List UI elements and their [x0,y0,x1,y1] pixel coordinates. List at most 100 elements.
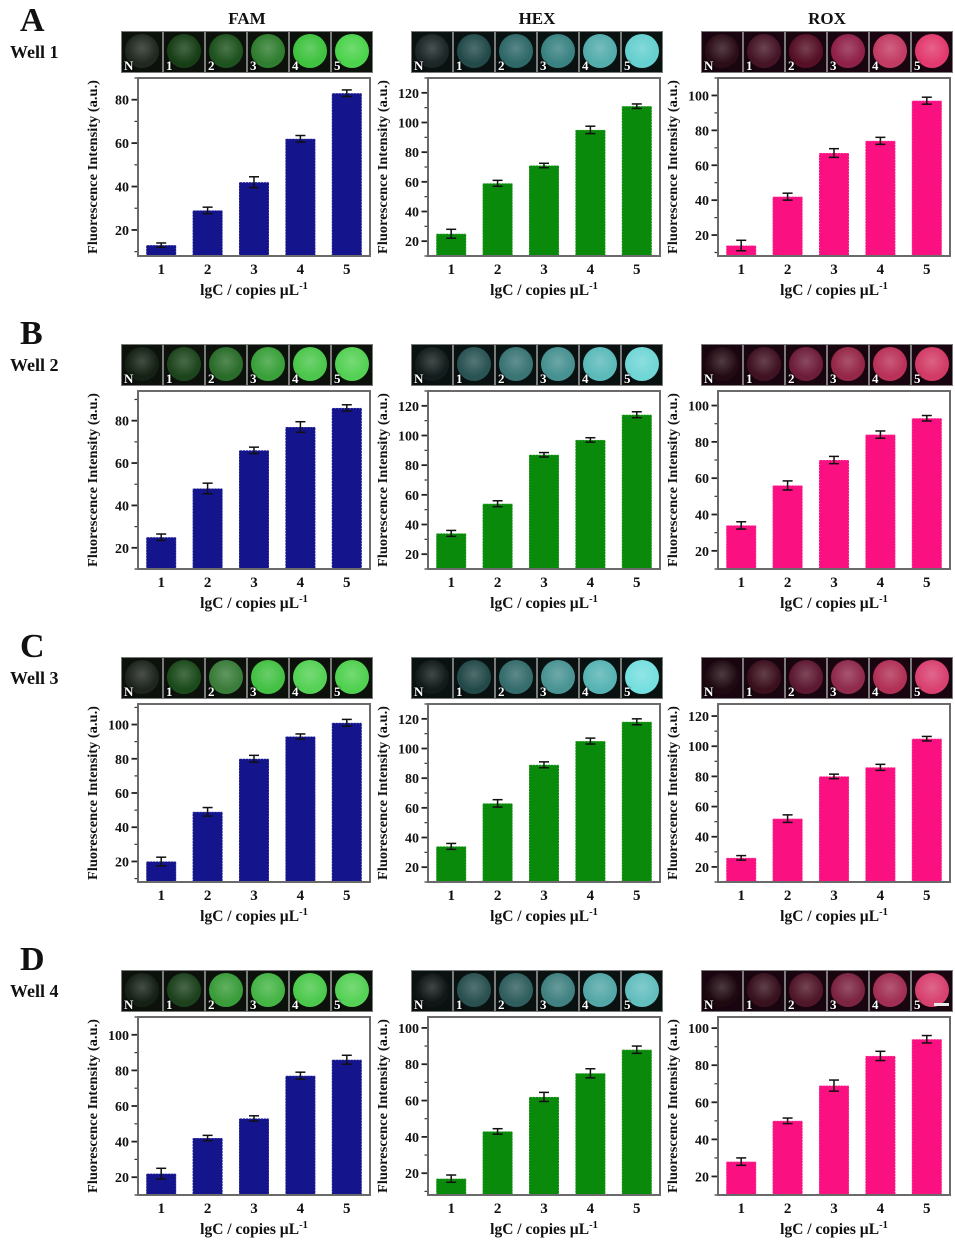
well-circle-image [167,34,201,68]
well-label: 4 [292,997,299,1012]
x-tick-label: 4 [587,262,595,278]
column-header [86,321,376,345]
well-circle-image [125,34,159,68]
y-tick-label: 80 [115,1064,129,1079]
well-label: 5 [334,371,341,386]
x-tick-label: 3 [830,575,838,591]
chart-area: Fluorescence Intensity (a.u.) 20 40 60 80 100… [665,387,955,620]
error-bar [782,814,793,824]
y-tick-label: 80 [405,1058,419,1073]
well-circle-image [251,973,285,1007]
panel-letter: B [20,315,43,352]
plot-frame [717,390,951,570]
y-axis-title: Fluorescence Intensity (a.u.) [86,706,100,880]
x-tick-label: 5 [343,262,351,278]
bar-4 [864,1055,896,1196]
panel-gutter: C Well 3 [6,630,86,933]
well-circle-image [499,973,533,1007]
well-label: 3 [830,371,837,386]
well-label: 3 [830,684,837,699]
chart-area: Fluorescence Intensity (a.u.) 20 40 60 80 1 2 3… [85,387,376,620]
well-tile: 3 [828,658,868,698]
well-label: N [414,997,424,1012]
well-circle-image [541,660,575,694]
well-label: N [124,371,134,386]
well-label: 3 [250,997,257,1012]
column-header: HEX [376,8,666,32]
well-label: 3 [830,997,837,1012]
error-bar [736,1157,747,1167]
well-tile: 2 [496,971,536,1011]
well-circle-image [583,973,617,1007]
bar-3 [238,449,270,570]
error-bar [249,176,259,189]
well-circle-image [915,973,949,1007]
well-name-label: Well 2 [10,355,59,375]
x-tick-label: 2 [784,1201,792,1217]
well-label: 1 [166,371,173,386]
bar-4 [574,1072,606,1196]
x-tick-label: 5 [633,888,641,904]
well-tile: N [702,32,742,72]
y-tick-label: 40 [115,1136,129,1151]
well-circle-image [293,34,327,68]
bar-1 [435,532,467,570]
well-tile: 4 [290,971,330,1011]
well-label: 2 [788,58,795,73]
y-tick-label: 60 [695,159,709,174]
well-tile: 2 [206,658,246,698]
well-label: 5 [334,684,341,699]
x-tick-label: 1 [157,262,165,278]
y-tick-label: 120 [398,87,419,102]
well-circle-image [831,347,865,381]
well-circle-image [293,660,327,694]
panel-cells: N 1 2 3 4 5 Fluorescence Intensity (a.u.) 20 40 6… [85,634,955,933]
y-tick-label: 60 [695,801,709,816]
bar-5 [331,407,363,570]
well-name-label: Well 4 [10,981,59,1001]
x-axis-title: lgC / copies µL-1 [200,907,308,925]
bar-3 [818,775,850,883]
well-label: N [704,997,714,1012]
y-tick-label: 100 [398,430,419,445]
bar-2 [192,811,224,883]
x-tick-label: 2 [494,888,502,904]
well-circle-image [457,973,491,1007]
y-tick-label: 20 [405,1167,419,1182]
column-header [86,634,376,658]
y-axis-title: Fluorescence Intensity (a.u.) [666,706,680,880]
y-tick-label: 80 [695,436,709,451]
y-axis-title: Fluorescence Intensity (a.u.) [666,1019,680,1193]
error-bar [921,414,932,422]
y-tick-label: 80 [115,94,129,109]
bar-4 [864,140,896,257]
well-circle-image [789,347,823,381]
x-tick-label: 1 [447,262,455,278]
bar-chart-D-HEX: Fluorescence Intensity (a.u.) 20 40 60 80 100… [375,1016,661,1238]
error-bar [921,735,932,742]
well-label: N [704,58,714,73]
well-circle-image [625,347,659,381]
bar-chart-D-ROX: Fluorescence Intensity (a.u.) 20 40 60 80 100… [665,1016,951,1238]
bar-2 [772,196,804,257]
well-label: 3 [540,58,547,73]
plot-frame [137,77,371,257]
well-circle-image [625,973,659,1007]
bar-chart-C-FAM: Fluorescence Intensity (a.u.) 20 40 60 80 100… [85,703,371,925]
well-tile: 4 [580,971,620,1011]
error-bar [156,856,167,867]
well-tile: N [702,971,742,1011]
bar-3 [528,165,560,257]
well-circle-image [873,973,907,1007]
y-tick-label: 40 [405,1131,419,1146]
y-tick-label: 100 [108,1029,129,1044]
bar-2 [482,182,514,257]
y-axis-title: Fluorescence Intensity (a.u.) [86,1019,100,1193]
error-bar [736,239,747,252]
error-bar [156,242,167,249]
well-circle-image [209,34,243,68]
well-circle-image [789,34,823,68]
well-circle-image [167,973,201,1007]
y-tick-label: 80 [115,415,129,430]
bar-3 [238,1117,270,1196]
